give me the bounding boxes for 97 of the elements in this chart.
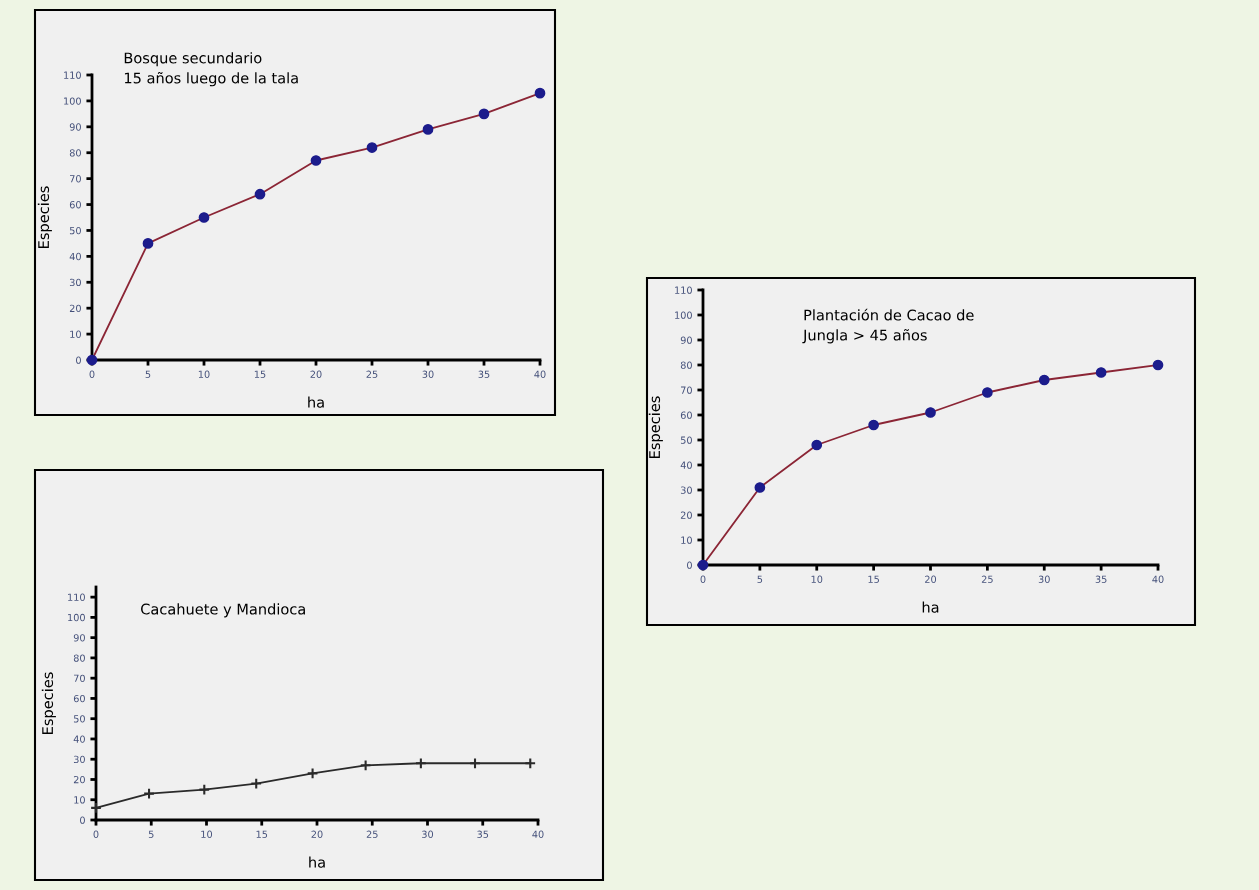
x-tick-label: 40 — [532, 830, 544, 838]
x-tick-label: 30 — [422, 370, 434, 378]
point — [250, 777, 263, 790]
y-tick-label: 40 — [680, 461, 692, 469]
point — [142, 238, 154, 249]
y-tick-label: 70 — [74, 674, 85, 683]
point — [310, 155, 322, 166]
x-tick-label: 35 — [478, 370, 490, 378]
y-tick-label: 0 — [80, 816, 85, 824]
point — [925, 407, 936, 418]
y-tick-label: 20 — [69, 304, 81, 313]
point — [868, 419, 879, 431]
x-tick-label: 25 — [366, 830, 378, 838]
y-tick-label: 60 — [69, 201, 81, 209]
x-tick-label: 25 — [981, 575, 993, 583]
y-tick-label: 60 — [680, 411, 692, 419]
x-tick-label: 5 — [145, 370, 151, 378]
x-tick-label: 25 — [366, 370, 378, 378]
y-tick-label: 0 — [76, 356, 81, 364]
point — [534, 87, 546, 99]
x-tick-label: 15 — [868, 575, 879, 583]
y-tick-label: 50 — [69, 226, 81, 235]
x-tick-label: 10 — [201, 830, 213, 838]
x-tick-label: 5 — [148, 830, 154, 838]
y-tick-label: 100 — [64, 97, 81, 105]
y-tick-label: 0 — [687, 561, 692, 569]
x-tick-label: 10 — [811, 575, 823, 583]
point — [198, 212, 210, 223]
x-tick-label: 35 — [1095, 575, 1107, 583]
x-tick-label: 15 — [256, 830, 268, 838]
point — [811, 439, 823, 451]
y-tick-label: 100 — [68, 613, 85, 622]
y-tick-label: 90 — [69, 123, 81, 131]
x-tick-label: 40 — [534, 370, 546, 378]
x-axis-title: ha — [309, 856, 325, 868]
x-tick-label: 35 — [477, 830, 489, 838]
y-axis-title: Especies — [41, 672, 56, 734]
x-tick-label: 5 — [757, 575, 763, 583]
point — [143, 787, 155, 800]
y-tick-label: 80 — [73, 654, 85, 662]
point — [1095, 367, 1107, 378]
y-tick-label: 20 — [680, 511, 692, 519]
y-tick-label: 50 — [680, 436, 692, 444]
y-tick-label: 100 — [675, 311, 692, 319]
text: Plantación de Cacao de Jungla > 45 años — [802, 308, 974, 344]
y-tick-label: 40 — [69, 252, 81, 261]
x-tick-label: 0 — [89, 370, 95, 378]
y-tick-label: 10 — [74, 796, 85, 804]
point — [366, 142, 378, 153]
y-tick-label: 80 — [680, 361, 692, 369]
point — [1152, 359, 1164, 371]
point — [697, 559, 709, 571]
point — [254, 188, 266, 200]
point — [198, 783, 211, 796]
y-tick-label: 60 — [73, 694, 85, 703]
y-tick-label: 80 — [69, 149, 81, 157]
y-tick-label: 30 — [69, 278, 81, 287]
y-tick-label: 30 — [73, 755, 85, 764]
x-tick-label: 20 — [310, 370, 322, 378]
y-axis-title: Especies — [648, 396, 663, 458]
y-tick-label: 50 — [73, 715, 85, 723]
point — [478, 108, 490, 120]
point — [86, 354, 98, 366]
y-tick-label: 20 — [73, 775, 85, 784]
x-tick-label: 20 — [311, 830, 323, 838]
y-tick-label: 110 — [68, 593, 85, 601]
x-tick-label: 0 — [700, 575, 706, 583]
y-tick-label: 10 — [70, 330, 81, 338]
x-tick-label: 10 — [198, 370, 210, 378]
chart-title: Bosque secundario 15 años luego de la tala — [124, 52, 298, 87]
x-tick-label: 30 — [1038, 575, 1050, 583]
point — [524, 757, 537, 770]
y-tick-label: 110 — [675, 286, 692, 294]
y-tick-label: 70 — [70, 175, 81, 183]
point — [754, 482, 766, 493]
point — [469, 757, 481, 770]
y-tick-label: 10 — [681, 536, 692, 544]
x-tick-label: 30 — [422, 830, 434, 838]
y-tick-label: 30 — [680, 486, 692, 494]
x-tick-label: 0 — [93, 830, 99, 838]
x-axis-title: ha — [922, 601, 939, 613]
y-tick-label: 90 — [680, 336, 692, 344]
x-axis-title: ha — [308, 396, 324, 408]
x-tick-label: 40 — [1152, 575, 1164, 583]
y-tick-label: 70 — [681, 386, 692, 394]
x-tick-label: 20 — [925, 575, 937, 583]
point — [359, 759, 372, 772]
y-axis-title: Especies — [37, 186, 52, 248]
y-tick-label: 40 — [73, 735, 85, 743]
point — [1038, 374, 1050, 386]
x-tick-label: 15 — [254, 370, 266, 378]
text: Cacahuete y Mandioca — [141, 603, 305, 618]
y-tick-label: 110 — [64, 71, 81, 79]
y-tick-label: 90 — [73, 634, 85, 642]
point — [306, 767, 319, 780]
point — [422, 124, 434, 135]
point — [982, 387, 993, 398]
